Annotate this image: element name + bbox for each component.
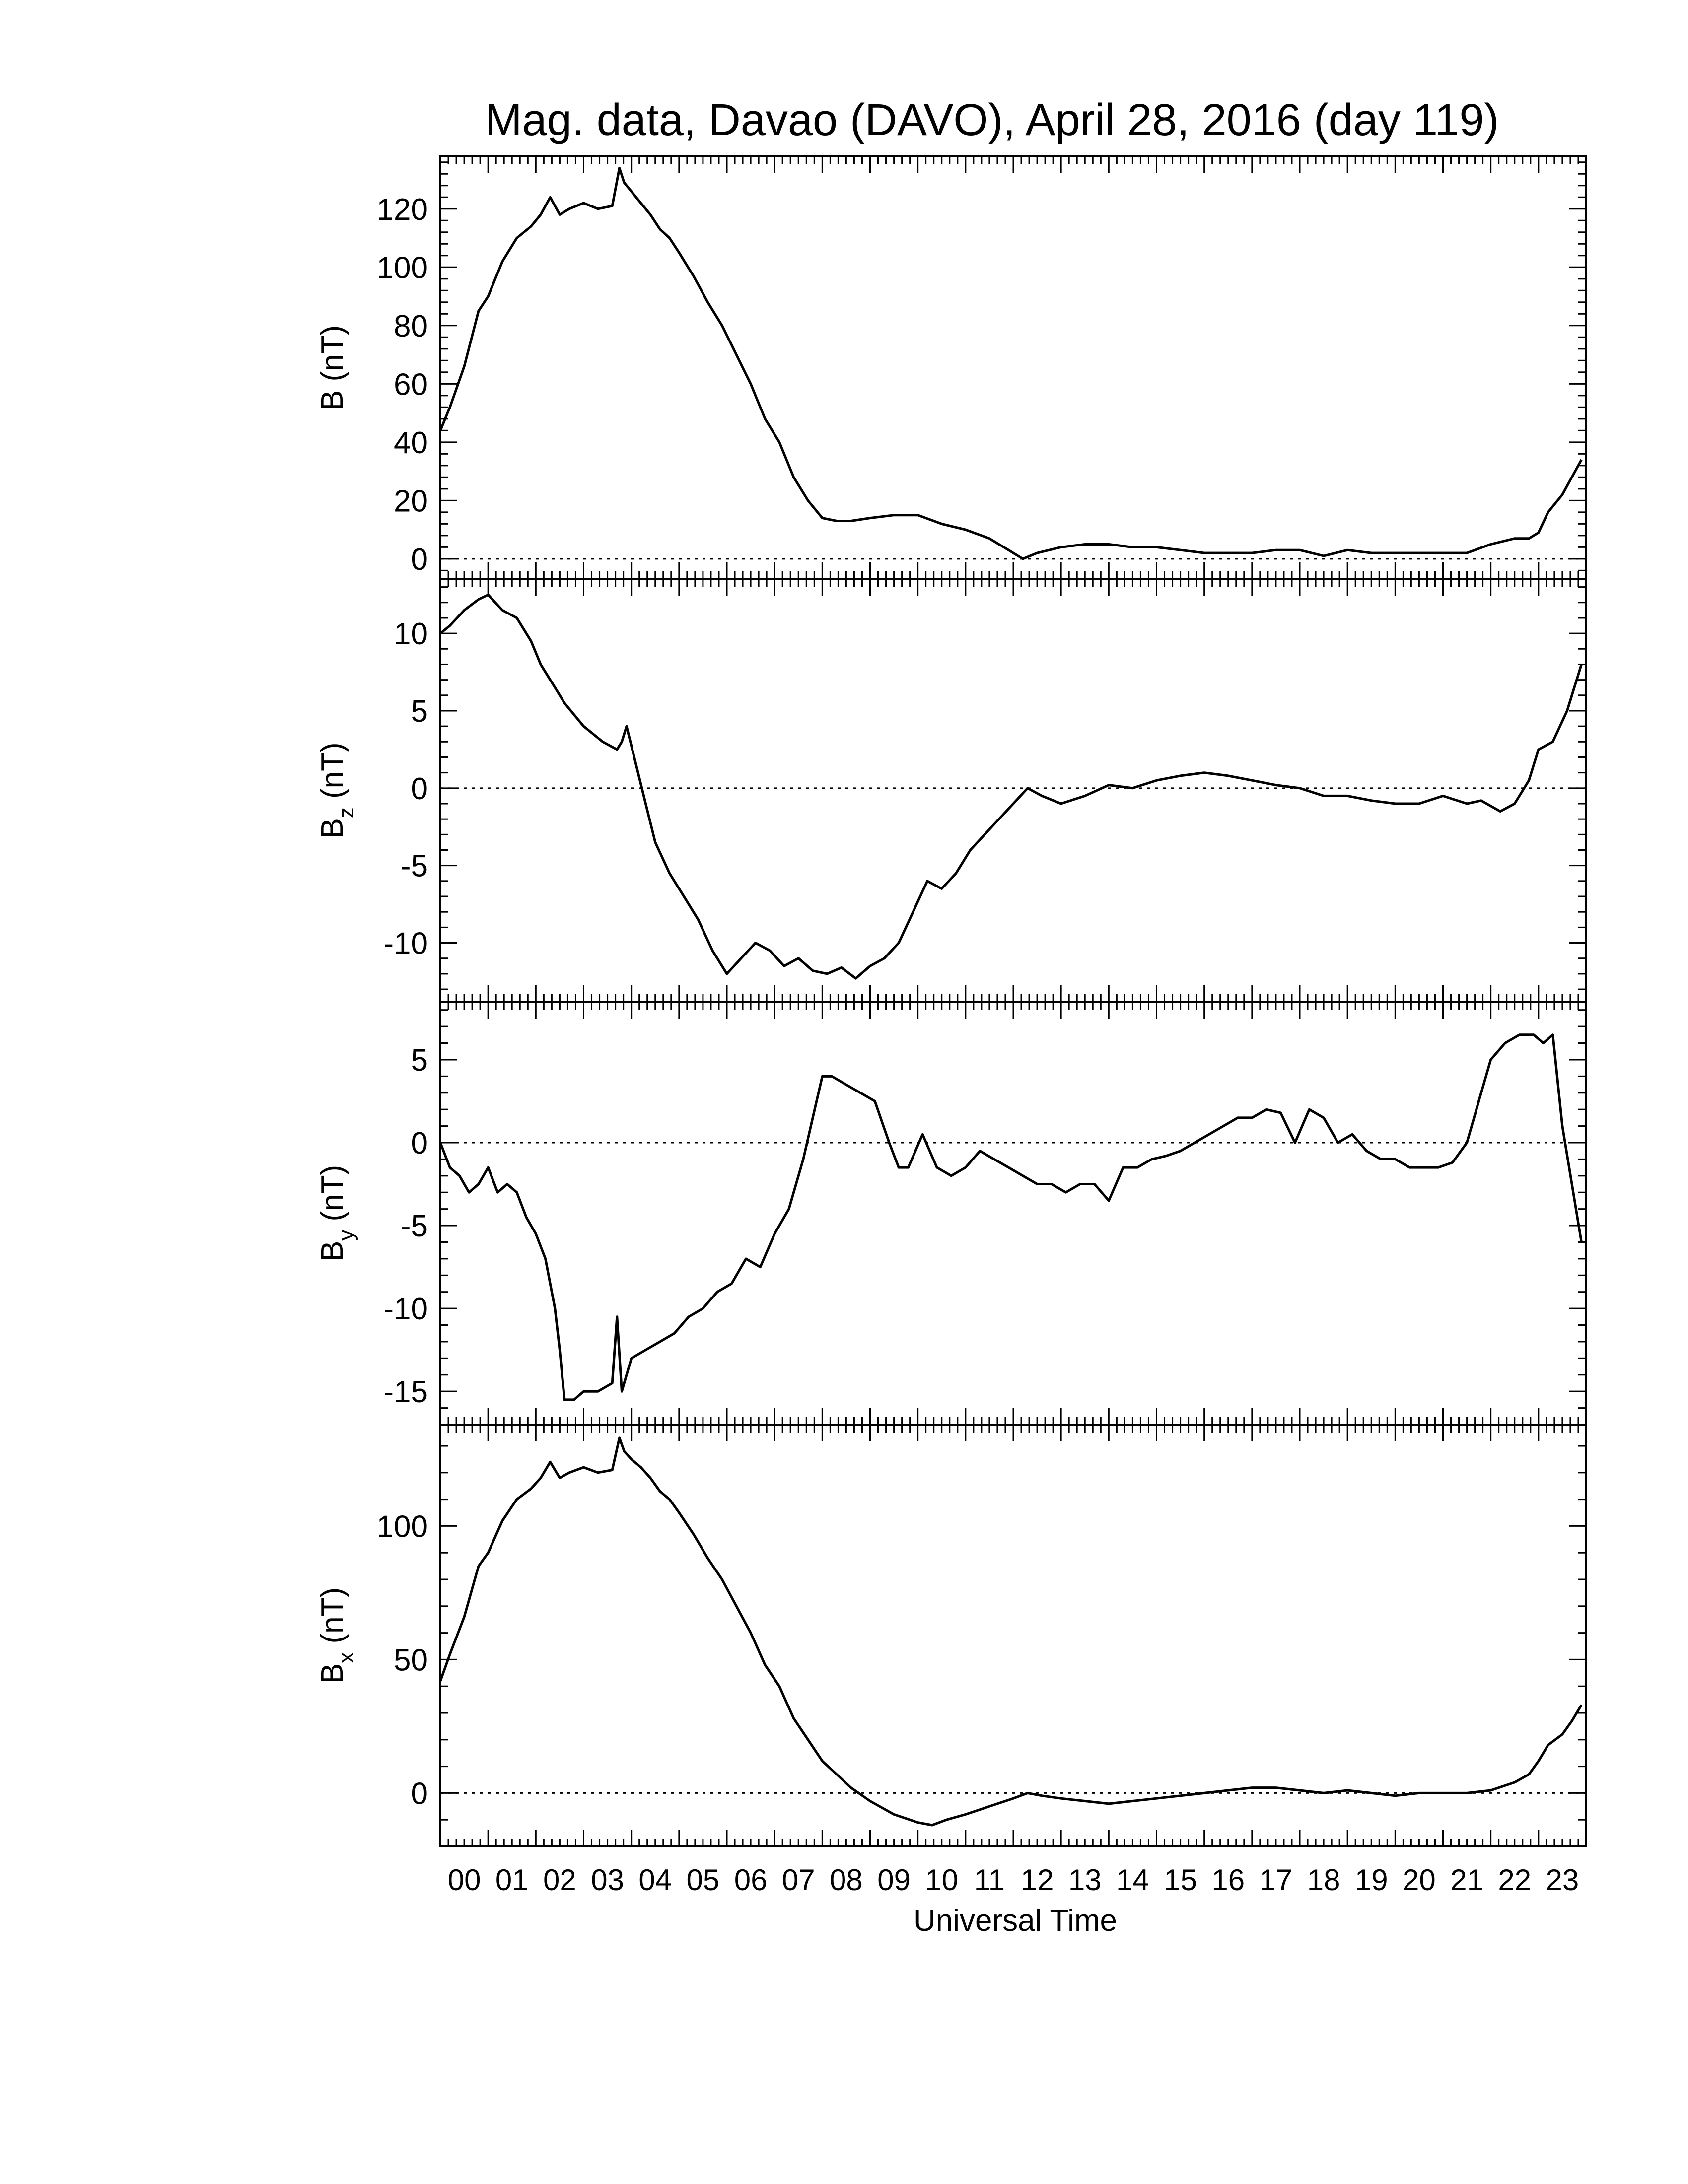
y-tick-label: -10 <box>383 1292 428 1326</box>
y-tick-label: -5 <box>401 849 428 884</box>
x-axis-label: Universal Time <box>914 1904 1117 1938</box>
y-tick-label: 40 <box>394 426 428 460</box>
x-tick-label: 18 <box>1307 1863 1340 1897</box>
y-axis-label-symbol: B <box>315 818 350 838</box>
x-tick-label: 07 <box>782 1863 815 1897</box>
panel-4: 0 50 100 Bx (nT) <box>315 1424 1587 1847</box>
x-tick-label: 08 <box>830 1863 863 1897</box>
x-tick-label: 05 <box>687 1863 720 1897</box>
x-tick-label: 16 <box>1211 1863 1245 1897</box>
series-line <box>439 1436 1583 1827</box>
x-tick-label: 22 <box>1498 1863 1531 1897</box>
y-tick-label: 5 <box>411 694 428 729</box>
x-tick-label: 01 <box>495 1863 529 1897</box>
y-axis-label-subscript: y <box>334 1230 358 1241</box>
x-tick-label: 13 <box>1068 1863 1102 1897</box>
x-tick-label: 04 <box>638 1863 672 1897</box>
y-tick-label: 50 <box>394 1643 428 1677</box>
x-tick-label: 21 <box>1450 1863 1483 1897</box>
x-tick-label: 06 <box>734 1863 768 1897</box>
x-tick-label: 20 <box>1403 1863 1436 1897</box>
series-line <box>439 167 1583 560</box>
y-tick-label: -5 <box>401 1209 428 1243</box>
panel-3: -15 -10 -5 0 5 By (nT) <box>315 1001 1587 1426</box>
x-tick-label: 15 <box>1164 1863 1197 1897</box>
y-tick-label: 10 <box>394 617 428 651</box>
x-tick-label: 00 <box>448 1863 481 1897</box>
x-tick-label: 14 <box>1116 1863 1149 1897</box>
x-tick-label: 02 <box>543 1863 576 1897</box>
x-tick-label: 19 <box>1355 1863 1388 1897</box>
y-axis-label: B (nT) <box>315 325 350 410</box>
y-axis-label-symbol: B <box>315 1663 350 1684</box>
y-tick-label: 80 <box>394 309 428 343</box>
panel-1: 0 20 40 60 80 100 120 B (nT) <box>315 155 1587 580</box>
y-tick-label: 20 <box>394 484 428 518</box>
panel-frame <box>439 1424 1587 1847</box>
y-tick-label: 5 <box>411 1043 428 1078</box>
x-tick-label: 17 <box>1260 1863 1293 1897</box>
x-tick-label: 03 <box>591 1863 624 1897</box>
y-tick-label: 0 <box>411 772 428 806</box>
panel-2: -10 -5 0 5 10 Bz (nT) <box>315 578 1587 1003</box>
series-line <box>439 1033 1583 1401</box>
y-tick-label: -10 <box>383 927 428 961</box>
y-tick-label: 60 <box>394 367 428 402</box>
y-axis-label-subscript: z <box>334 807 358 818</box>
y-tick-label: 0 <box>411 1126 428 1160</box>
y-tick-label: 0 <box>411 543 428 577</box>
y-axis-label-unit: (nT) <box>315 742 350 807</box>
y-axis-label: Bx (nT) <box>315 1587 358 1684</box>
y-tick-label: -15 <box>383 1375 428 1409</box>
y-tick-label: 100 <box>377 1509 428 1544</box>
series-line <box>439 593 1583 980</box>
x-tick-labels: 00 01 02 03 04 05 06 07 08 09 10 11 12 13 14 15 16 17 18 19… <box>448 1863 1579 1897</box>
y-axis-label-subscript: x <box>334 1652 358 1663</box>
x-tick-label: 10 <box>925 1863 958 1897</box>
x-tick-label: 11 <box>974 1863 1005 1897</box>
x-tick-label: 12 <box>1021 1863 1054 1897</box>
y-axis-label-symbol: B <box>315 1241 350 1261</box>
y-axis-label-unit: (nT) <box>315 1165 350 1230</box>
y-axis-label: Bz (nT) <box>315 742 358 838</box>
y-axis-label-unit: (nT) <box>315 325 350 390</box>
y-tick-label: 100 <box>377 251 428 285</box>
x-tick-label: 09 <box>877 1863 911 1897</box>
y-tick-label: 120 <box>377 193 428 227</box>
y-axis-label-symbol: B <box>315 390 350 410</box>
y-axis-label-unit: (nT) <box>315 1587 350 1652</box>
y-tick-label: 0 <box>411 1776 428 1811</box>
y-axis-label: By (nT) <box>315 1165 358 1261</box>
chart-title: Mag. data, Davao (DAVO), April 28, 2016 … <box>485 95 1499 145</box>
x-tick-label: 23 <box>1546 1863 1579 1897</box>
